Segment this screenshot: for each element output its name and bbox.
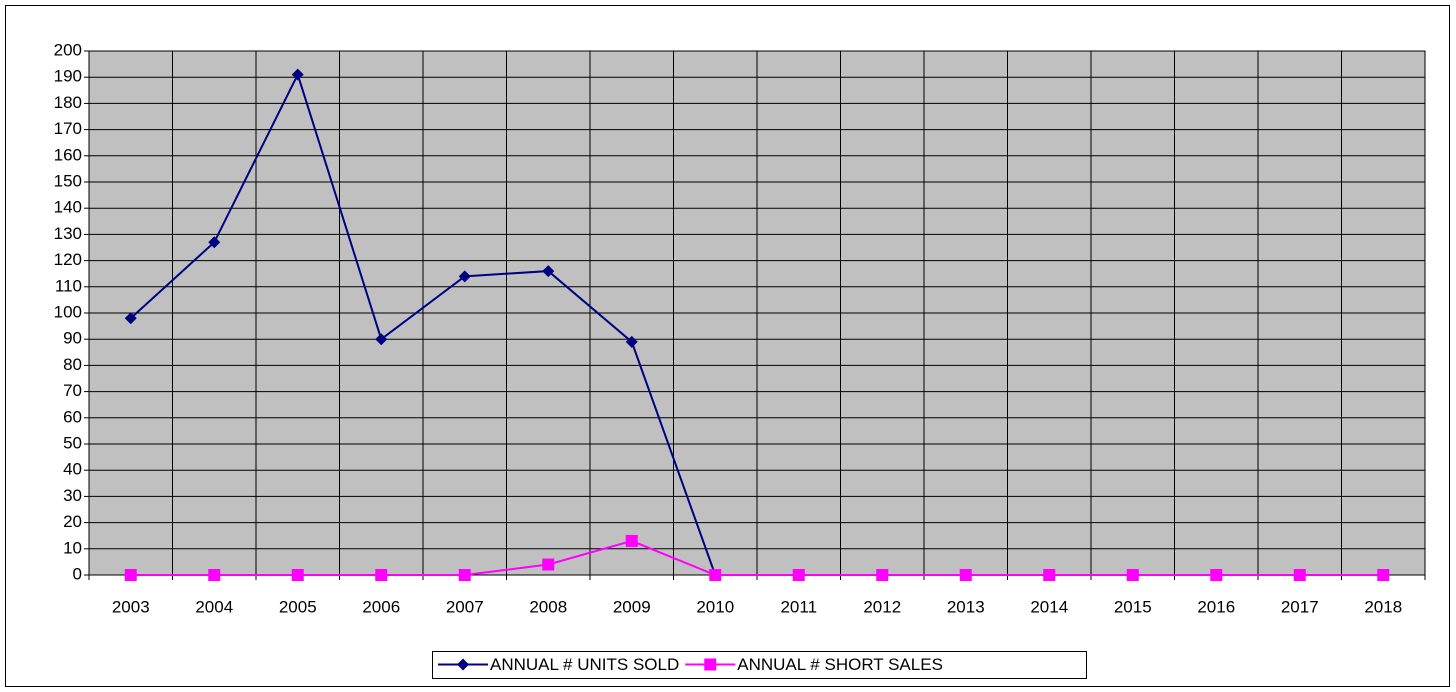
marker (1377, 569, 1390, 581)
x-tick-label: 2010 (696, 597, 734, 616)
y-tick-label: 130 (54, 224, 82, 243)
marker (124, 312, 137, 325)
y-tick-label: 150 (54, 171, 82, 190)
y-tick-label: 110 (55, 276, 82, 295)
marker (291, 68, 304, 81)
x-tick-label: 2016 (1197, 597, 1235, 616)
y-tick-label: 120 (54, 250, 82, 269)
marker (1043, 569, 1056, 581)
marker (625, 534, 638, 547)
y-tick-label: 70 (63, 381, 82, 400)
x-tick-label: 2006 (362, 597, 400, 616)
x-tick-label: 2017 (1281, 597, 1319, 616)
y-tick-label: 190 (54, 67, 82, 86)
marker (208, 236, 221, 249)
legend-label: ANNUAL # UNITS SOLD (490, 655, 679, 674)
marker (458, 569, 471, 581)
x-tick-label: 2004 (195, 597, 233, 616)
series-line (130, 539, 1384, 576)
y-tick-label: 40 (63, 460, 82, 479)
y-tick-label: 170 (54, 119, 82, 138)
y-tick-label: 50 (63, 433, 82, 452)
y-tick-label: 90 (63, 329, 82, 348)
y-tick-label: 100 (54, 302, 82, 321)
y-tick-label: 60 (63, 407, 82, 426)
x-tick-label: 2013 (947, 597, 985, 616)
legend (432, 651, 1087, 679)
marker (124, 569, 137, 581)
x-tick-label: 2018 (1364, 597, 1402, 616)
y-tick-label: 200 (54, 40, 82, 59)
marker (1126, 569, 1139, 581)
x-tick-label: 2007 (446, 597, 484, 616)
marker (457, 658, 469, 671)
legend-label: ANNUAL # SHORT SALES (737, 655, 943, 674)
x-tick-label: 2003 (112, 597, 150, 616)
marker (208, 569, 221, 581)
marker (1210, 569, 1223, 581)
y-tick-label: 20 (63, 512, 82, 531)
y-tick-label: 30 (63, 486, 82, 505)
marker (458, 270, 471, 283)
marker (1293, 569, 1306, 581)
y-tick-label: 0 (73, 564, 82, 583)
y-tick-label: 80 (63, 355, 82, 374)
y-tick-label: 10 (63, 538, 82, 557)
x-tick-label: 2014 (1030, 597, 1068, 616)
marker (542, 265, 555, 278)
x-tick-label: 2009 (613, 597, 651, 616)
y-tick-label: 140 (54, 198, 82, 217)
x-tick-label: 2011 (780, 597, 817, 616)
x-tick-label: 2012 (863, 597, 901, 616)
marker (704, 658, 717, 671)
marker (625, 335, 638, 348)
marker (959, 569, 972, 581)
marker (542, 558, 555, 571)
marker (876, 569, 889, 581)
x-tick-label: 2015 (1114, 597, 1152, 616)
y-tick-label: 160 (54, 145, 82, 164)
marker (709, 569, 722, 581)
x-tick-label: 2005 (279, 597, 317, 616)
x-tick-label: 2008 (529, 597, 567, 616)
marker (375, 569, 388, 581)
marker (291, 569, 304, 581)
marker (792, 569, 805, 581)
y-tick-label: 180 (54, 93, 82, 112)
marker (375, 333, 388, 346)
